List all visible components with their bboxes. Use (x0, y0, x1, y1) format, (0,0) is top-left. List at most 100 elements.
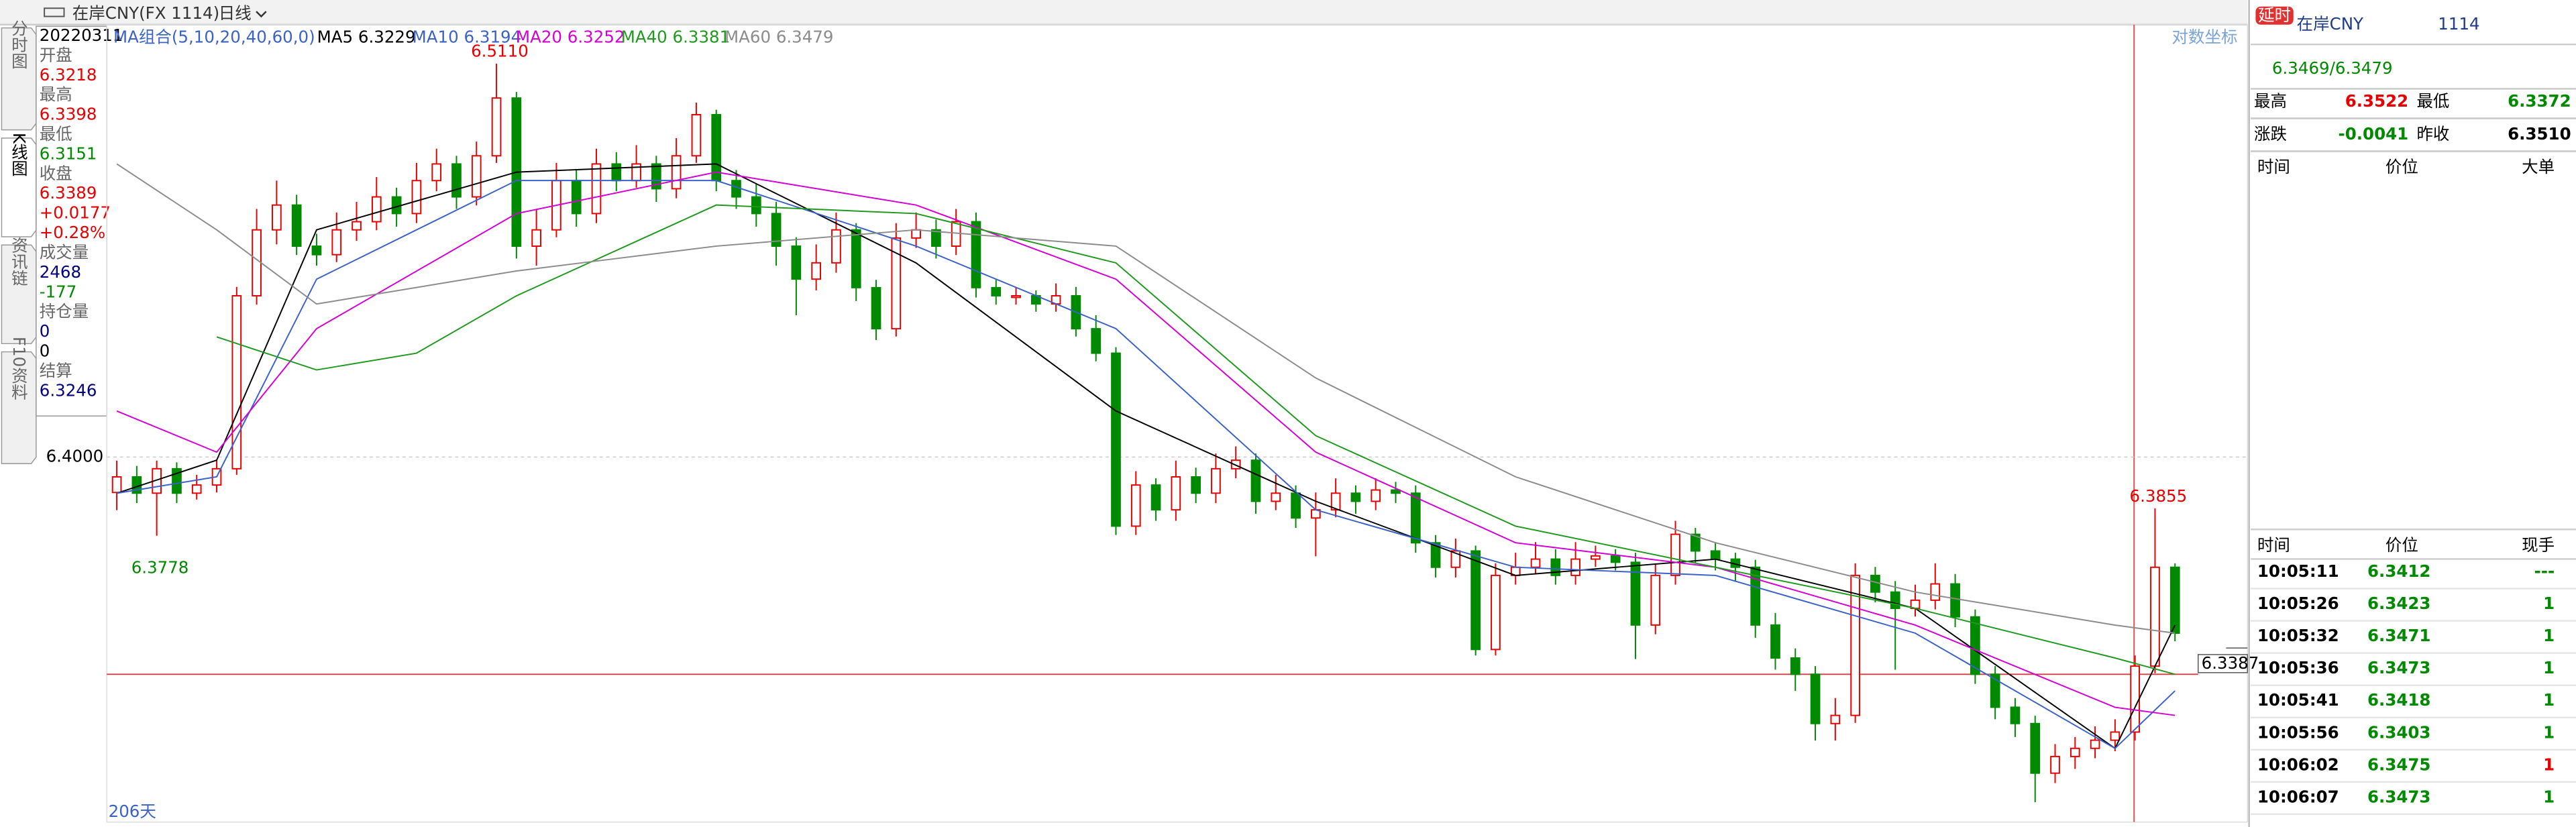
candle-body (1790, 657, 1801, 675)
extreme-label: 6.3855 (2130, 486, 2188, 506)
trades-cell: 10:05:26 (2257, 594, 2339, 613)
symbol-icon[interactable] (44, 7, 65, 17)
candle-body (1690, 533, 1701, 552)
trades-cell: 1 (2543, 690, 2555, 710)
tab-label[interactable]: F10资料 (9, 337, 29, 400)
candle-body (1610, 555, 1621, 563)
candle-body (1630, 561, 1641, 626)
info-value: 6.3218 (40, 65, 97, 85)
candle-body (1570, 558, 1580, 576)
candle-body (931, 229, 941, 247)
candle-body (531, 229, 541, 247)
stat-value: 6.3372 (2508, 91, 2571, 111)
stat-label: 最高 (2254, 91, 2287, 111)
candle-body (1350, 492, 1361, 502)
candle-body (1950, 583, 1960, 618)
info-value: 6.3389 (40, 183, 97, 203)
candle-body (1930, 583, 1941, 601)
info-label: 收盘 (40, 164, 72, 183)
candle-body (1410, 492, 1421, 544)
tab-label[interactable]: K线图 (9, 133, 29, 176)
candle-body (591, 163, 602, 215)
trades-cell: 1 (2543, 626, 2555, 645)
tab-label[interactable]: 分时图 (9, 19, 29, 69)
candle-body (1211, 467, 1221, 494)
candle-body (611, 163, 622, 182)
info-value: -177 (40, 282, 77, 301)
info-value: 2468 (40, 262, 81, 282)
candle-body (2030, 722, 2041, 774)
trades-cell: 6.3412 (2367, 561, 2431, 581)
candle-body (1830, 714, 1841, 724)
stat-value: 6.3522 (2345, 91, 2409, 111)
big-order-header: 大单 (2522, 157, 2555, 176)
stat-value: 6.3510 (2508, 124, 2571, 144)
candle-body (1330, 492, 1341, 511)
trades-header: 时间 (2257, 535, 2290, 555)
candle-body (291, 204, 302, 247)
quote-name: 在岸CNY (2297, 14, 2364, 34)
ma-group[interactable]: MA组合(5,10,20,40,60,0) (113, 27, 315, 46)
candle-body (2169, 566, 2180, 634)
trades-cell: 6.3471 (2367, 626, 2431, 645)
period-caret[interactable] (256, 11, 267, 18)
scale-toggle[interactable]: 对数坐标 (2172, 27, 2238, 46)
toolbar (0, 0, 2248, 25)
trades-cell: 6.3475 (2367, 755, 2431, 774)
current-price-label: 6.3387 (2202, 653, 2259, 673)
extreme-label: 6.3026 (2010, 824, 2068, 827)
legend-entry: MA10 6.3194 (413, 27, 522, 46)
candle-body (1450, 550, 1461, 568)
ma-line (116, 171, 2176, 716)
info-label: 最高 (40, 85, 72, 104)
candle-body (651, 163, 661, 190)
candle-body (1470, 550, 1481, 651)
candle-body (851, 229, 861, 288)
candle-body (1250, 459, 1261, 502)
trades-cell: 10:05:11 (2257, 561, 2339, 581)
candle-body (1530, 558, 1541, 568)
candle-body (1850, 574, 1860, 716)
period[interactable]: 日线 (219, 3, 252, 23)
trades-cell: 10:05:56 (2257, 722, 2339, 742)
candle-body (811, 262, 822, 280)
current-price-box (2198, 654, 2248, 673)
trades-cell: 1 (2543, 722, 2555, 742)
candle-body (1550, 558, 1561, 576)
candle-body (1890, 591, 1900, 610)
trades-cell: 10:05:32 (2257, 626, 2339, 645)
candle-body (252, 229, 262, 296)
candle-body (1391, 489, 1401, 494)
candle-body (711, 113, 722, 182)
tab-label[interactable]: 资讯链 (9, 237, 29, 286)
plot: 6.4000 6.3387 6.5110 6.3778 6.3855 6.3026 (46, 42, 2259, 827)
candle-body (1171, 476, 1181, 511)
trades-cell: 6.3403 (2367, 722, 2431, 742)
symbol[interactable]: 在岸CNY(FX 1114) (72, 3, 219, 23)
candle-body (1990, 673, 2000, 708)
trades-cell: 6.3473 (2367, 787, 2431, 806)
quote-price: 6.3469/6.3479 (2272, 58, 2393, 78)
quote-panel: 延时 在岸CNY 1114 6.3469/6.3479 最高 6.3522 最低 6.3372… (2251, 5, 2576, 531)
candle-body (1710, 550, 1721, 560)
candle-body (1750, 566, 1761, 626)
candle-body (571, 180, 582, 215)
y-tick-label: 6.4000 (46, 446, 104, 465)
candle-body (172, 467, 182, 494)
trades-cell: 6.3423 (2367, 594, 2431, 613)
candle-body (411, 180, 422, 215)
candle-body (331, 229, 342, 256)
candle-body (1650, 574, 1661, 626)
stat-value: -0.0041 (2339, 124, 2409, 144)
info-value: +0.28% (40, 223, 105, 242)
trades-cell: 1 (2543, 755, 2555, 774)
legend-entry: MA60 6.3479 (724, 27, 834, 46)
candle-body (1191, 476, 1201, 494)
candle-body (1271, 492, 1281, 502)
tab[interactable] (1, 351, 37, 464)
trades-cell: 6.3473 (2367, 658, 2431, 677)
trades-cell: --- (2534, 561, 2555, 581)
trades-header: 现手 (2522, 535, 2555, 555)
